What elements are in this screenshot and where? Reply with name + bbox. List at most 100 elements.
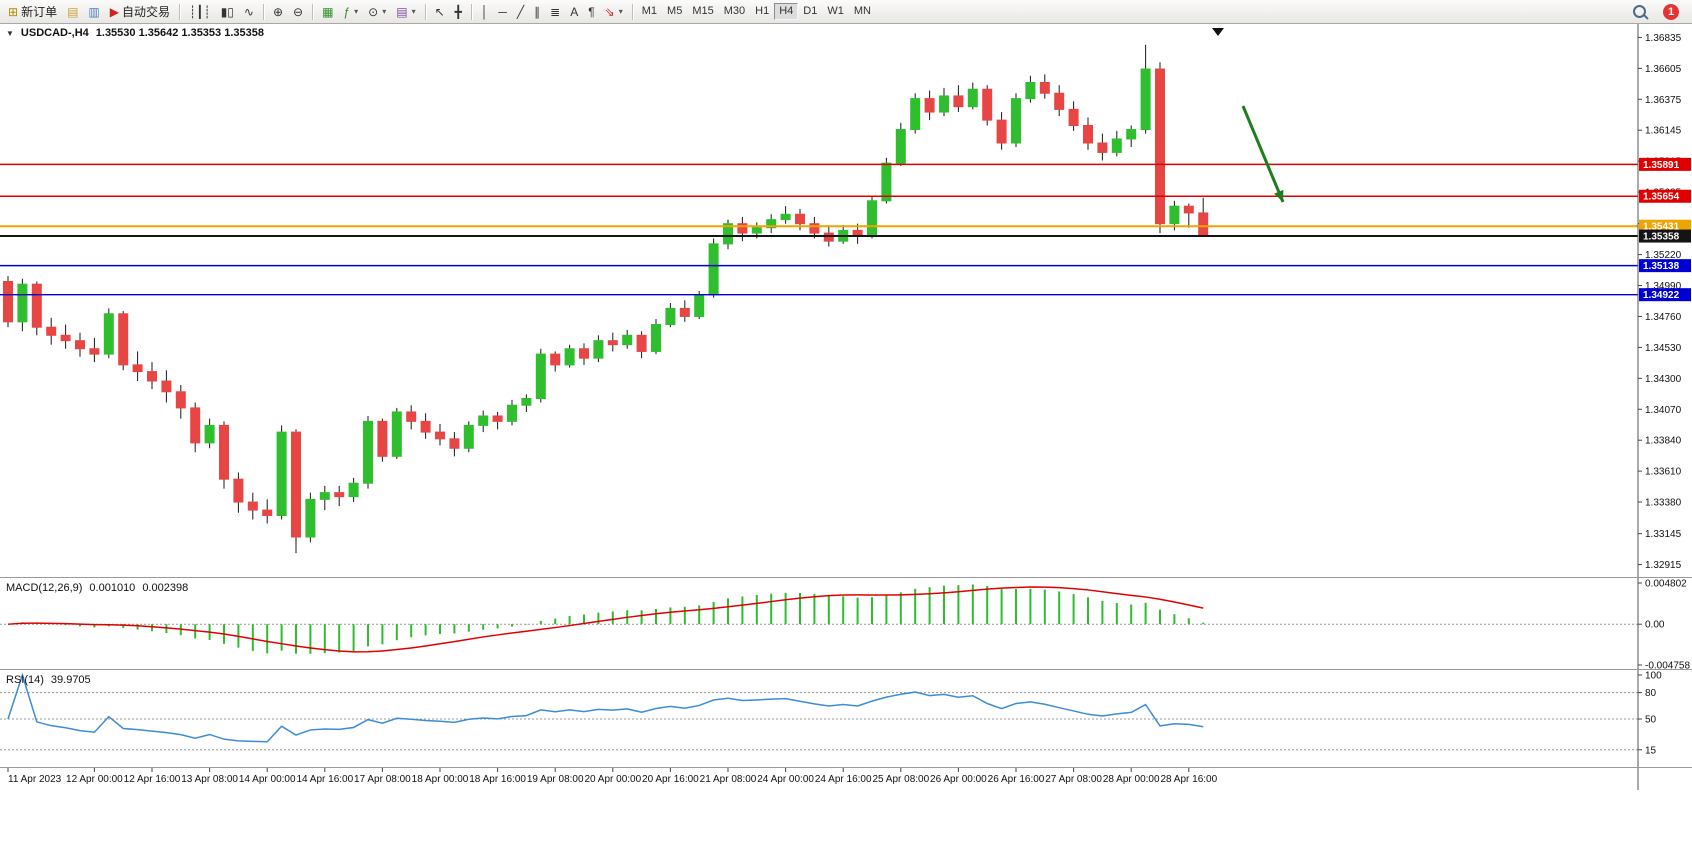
bear-candle	[190, 407, 201, 444]
bull-candle	[463, 424, 474, 449]
new-order-button[interactable]: ⊞ 新订单	[3, 3, 62, 21]
bull-candle	[1169, 205, 1180, 225]
rsi-scale-label: 15	[1645, 745, 1657, 756]
periods-icon: ⊙	[368, 4, 379, 19]
label-button[interactable]: ¶	[583, 3, 599, 21]
toolbar-separator	[179, 3, 181, 20]
autotrading-button[interactable]: ▶ 自动交易	[105, 3, 175, 21]
date-label: 14 Apr 16:00	[296, 774, 353, 785]
bear-candle	[679, 307, 690, 317]
zoom-in-icon: ⊕	[272, 4, 284, 19]
chart-canvas[interactable]: 1.368351.366051.363751.361451.359151.356…	[0, 24, 1692, 852]
bull-candle	[895, 129, 906, 164]
price-tag-label: 1.35431	[1643, 222, 1680, 233]
candlesticks[interactable]	[3, 44, 1209, 554]
bear-candle	[1183, 205, 1194, 214]
bear-candle	[924, 98, 935, 113]
timeframe-m30-button[interactable]: M30	[723, 5, 746, 17]
bull-candle	[363, 420, 373, 484]
timeframe-h4-button[interactable]: H4	[774, 3, 799, 20]
chart-shift-marker[interactable]	[1212, 28, 1224, 36]
price-tick-label: 1.35220	[1645, 250, 1682, 261]
notifications-badge[interactable]: 1	[1663, 3, 1679, 20]
fibonacci-button[interactable]: ≣	[545, 3, 565, 21]
bear-candle	[823, 232, 834, 242]
templates-button[interactable]: ▤ ▾	[391, 3, 420, 21]
bull-candle	[867, 200, 877, 237]
bear-candle	[1068, 108, 1079, 127]
price-tag-label: 1.35891	[1643, 160, 1680, 171]
price-tick-label: 1.33145	[1645, 529, 1682, 540]
date-label: 21 Apr 08:00	[700, 774, 757, 785]
tile-windows-icon: ▦	[322, 4, 334, 19]
new-order-icon: ⊞	[8, 4, 19, 19]
bull-candle	[1111, 138, 1122, 153]
tile-windows-button[interactable]: ▦	[317, 3, 338, 21]
date-label: 26 Apr 16:00	[988, 774, 1045, 785]
zoom-out-button[interactable]: ⊖	[288, 3, 308, 21]
rsi-scale-label: 100	[1645, 671, 1662, 682]
bear-candle	[953, 95, 964, 108]
channel-button[interactable]: ∥	[529, 3, 545, 21]
fibonacci-icon: ≣	[550, 4, 561, 19]
bull-candle	[1126, 129, 1137, 140]
chart-window-button[interactable]: ▤	[62, 3, 83, 21]
price-tick-label: 1.36605	[1645, 64, 1682, 75]
macd-title: MACD(12,26,9)	[6, 582, 83, 594]
trendline-button[interactable]: ╱	[512, 3, 529, 21]
price-tick-label: 1.36145	[1645, 126, 1682, 137]
bar-chart-button[interactable]: ┊┃┊	[184, 3, 216, 21]
main-toolbar: ⊞ 新订单 ▤ ▥ ▶ 自动交易 ┊┃┊ ▮▯ ∿ ⊕ ⊖ ▦ ƒ ▾ ⊙ ▾ ▤ ▾ ↖ ╋ │ ─ ╱ ∥ ≣ A ¶ ⇘ ▾ M1…	[0, 0, 1692, 24]
timeframe-m15-button[interactable]: M15	[692, 5, 714, 17]
vertical-line-button[interactable]: │	[476, 3, 494, 21]
horizontal-line-button[interactable]: ─	[493, 3, 512, 21]
indicators-button[interactable]: ƒ ▾	[338, 3, 363, 21]
symbol-period-text: USDCAD-,H4	[20, 27, 89, 39]
price-tick-label: 1.34070	[1645, 405, 1682, 416]
bull-candle	[276, 431, 287, 516]
timeframe-mn-button[interactable]: MN	[853, 5, 871, 17]
timeframe-h1-button[interactable]: H1	[755, 5, 770, 17]
date-label: 28 Apr 00:00	[1103, 774, 1160, 785]
toolbar-separator	[424, 3, 426, 20]
timeframe-m5-button[interactable]: M5	[667, 5, 683, 17]
price-tag-label: 1.35358	[1643, 232, 1680, 243]
candlestick-chart-button[interactable]: ▮▯	[216, 3, 239, 21]
bear-candle	[291, 431, 301, 538]
date-label: 17 Apr 08:00	[354, 774, 411, 785]
bull-candle	[622, 334, 633, 346]
bull-candle	[319, 492, 330, 500]
price-tag	[1639, 229, 1691, 243]
bull-candle	[723, 223, 733, 245]
periods-button[interactable]: ⊙ ▾	[363, 3, 391, 21]
one-click-collapse-icon[interactable]: ▼	[6, 29, 14, 38]
crosshair-button[interactable]: ╋	[450, 3, 467, 21]
trend-arrow-annotation[interactable]	[1241, 105, 1285, 203]
zoom-out-icon: ⊖	[293, 4, 304, 19]
timeframe-m1-button[interactable]: M1	[641, 5, 658, 17]
bear-candle	[809, 223, 820, 234]
price-tag-label: 1.35138	[1643, 261, 1680, 272]
bull-candle	[1140, 68, 1151, 131]
bear-candle	[89, 348, 100, 355]
date-label: 18 Apr 00:00	[412, 774, 469, 785]
bear-candle	[1097, 142, 1108, 153]
timeframe-w1-button[interactable]: W1	[827, 5, 844, 17]
toolbar-separator	[312, 3, 314, 20]
templates-icon: ▤	[396, 4, 408, 19]
indicators-icon: ƒ	[343, 4, 351, 19]
bear-candle	[132, 364, 143, 373]
bull-candle	[478, 415, 489, 426]
text-button[interactable]: A	[565, 3, 583, 21]
cursor-button[interactable]: ↖	[430, 3, 450, 21]
zoom-in-button[interactable]: ⊕	[268, 3, 288, 21]
timeframe-buttons: M1 M5 M15 M30 H1 H4 D1 W1 MN	[637, 3, 876, 20]
chart-window[interactable]: 1.368351.366051.363751.361451.359151.356…	[0, 24, 1692, 852]
timeframe-d1-button[interactable]: D1	[803, 5, 818, 17]
search-button[interactable]	[1628, 3, 1651, 21]
new-order-button-label: 新订单	[21, 5, 58, 19]
line-chart-button[interactable]: ∿	[239, 3, 259, 21]
profiles-button[interactable]: ▥	[83, 3, 104, 21]
price-tag	[1639, 288, 1691, 302]
arrows-button[interactable]: ⇘ ▾	[600, 3, 628, 21]
